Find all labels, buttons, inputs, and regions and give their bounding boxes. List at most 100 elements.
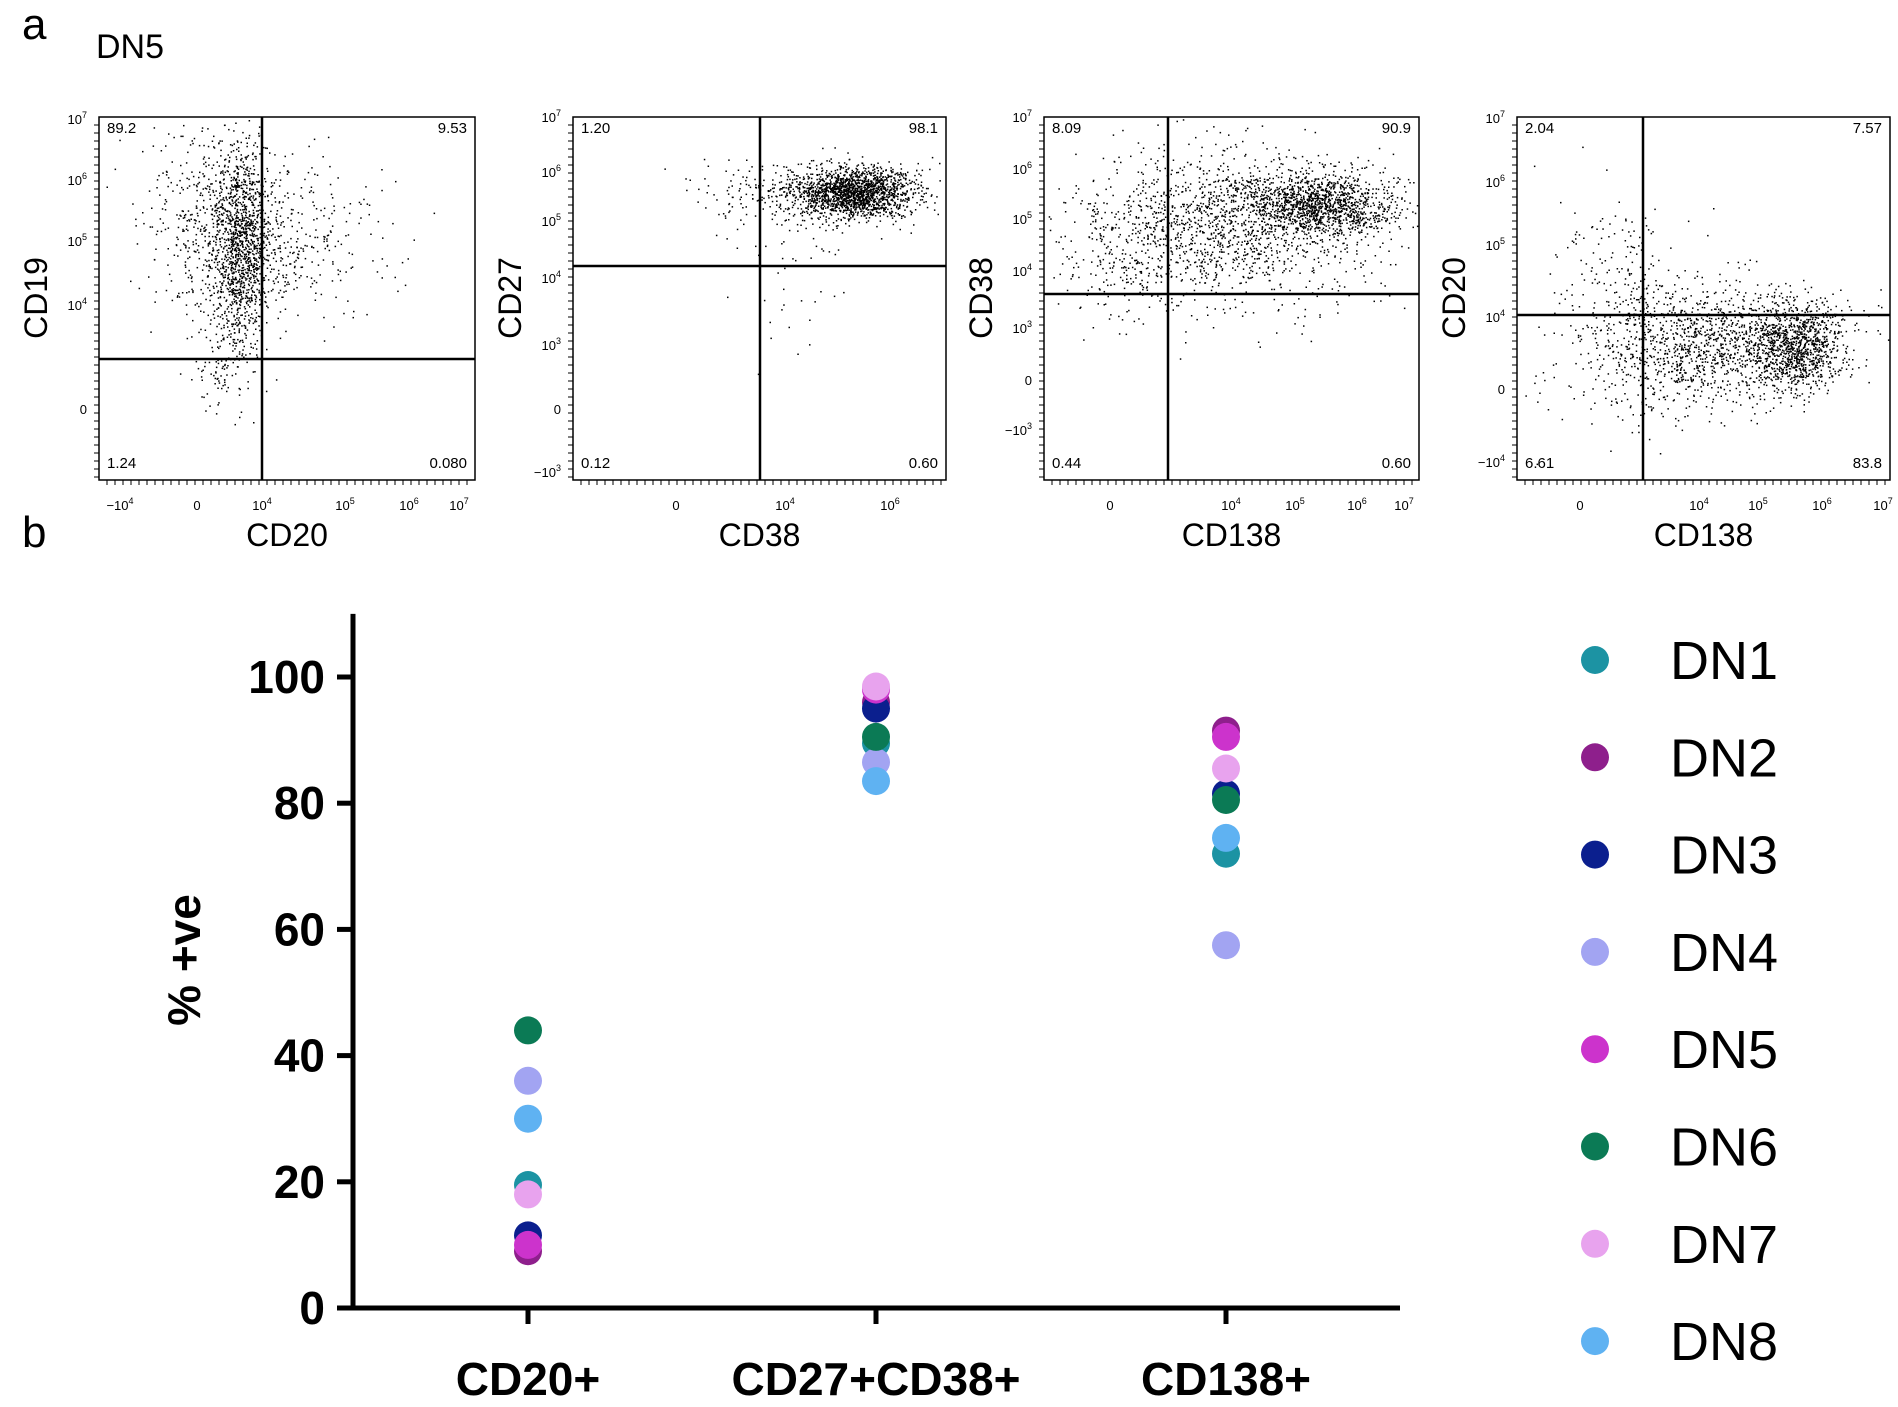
y-tick-label: 100 bbox=[248, 651, 325, 703]
x-tick-label: 105 bbox=[1748, 496, 1767, 513]
y-tick-label: 0 bbox=[554, 402, 561, 417]
quadrant-bottom-right: 0.60 bbox=[1382, 455, 1411, 472]
x-tick-label: 0 bbox=[672, 498, 679, 513]
y-tick-label: 0 bbox=[299, 1282, 325, 1334]
x-tick-label: 104 bbox=[252, 496, 271, 513]
x-tick-label: 106 bbox=[1347, 496, 1366, 513]
data-point-dn8 bbox=[514, 1104, 542, 1133]
legend-label-dn3: DN3 bbox=[1670, 826, 1778, 886]
quadrant-bottom-left: 6.61 bbox=[1525, 455, 1554, 472]
data-point-dn6 bbox=[1212, 786, 1240, 814]
y-tick-label: 104 bbox=[542, 269, 561, 286]
legend-marker-dn3 bbox=[1581, 840, 1609, 869]
panel-b-label: b bbox=[22, 508, 47, 557]
flow-events bbox=[1525, 146, 1890, 466]
x-tick-label: 107 bbox=[449, 496, 468, 513]
legend-label-dn5: DN5 bbox=[1670, 1020, 1778, 1080]
y-axis-label: CD27 bbox=[492, 257, 528, 339]
plot-frame bbox=[1516, 116, 1891, 481]
x-axis-label: CD20 bbox=[246, 517, 328, 553]
x-tick-label: 106 bbox=[1812, 496, 1831, 513]
data-point-dn6 bbox=[862, 722, 890, 751]
data-point-dn5 bbox=[514, 1230, 542, 1259]
y-tick-label: 60 bbox=[274, 903, 325, 955]
y-tick-label: 105 bbox=[68, 232, 87, 249]
y-tick-label: 105 bbox=[1013, 210, 1032, 227]
y-tick-label: 80 bbox=[274, 777, 325, 829]
quadrant-top-left: 89.2 bbox=[107, 120, 136, 137]
y-axis-label: CD20 bbox=[1436, 257, 1472, 339]
legend-label-dn6: DN6 bbox=[1670, 1118, 1778, 1178]
quadrant-top-left: 2.04 bbox=[1525, 120, 1554, 137]
y-axis-label: % +ve bbox=[158, 894, 210, 1026]
legend-marker-dn4 bbox=[1581, 937, 1609, 966]
x-tick-label: 104 bbox=[775, 496, 794, 513]
x-tick-label: 104 bbox=[1689, 496, 1708, 513]
legend-marker-dn2 bbox=[1581, 743, 1609, 772]
flow-plot-1: 89.2 9.53 1.24 0.080 −104 0 104 105 106 107 0 104 10… bbox=[18, 110, 476, 553]
data-point-dn8 bbox=[1212, 823, 1240, 852]
y-tick-label: 103 bbox=[1013, 319, 1032, 336]
y-tick-label: 20 bbox=[274, 1156, 325, 1208]
flow-events bbox=[664, 147, 941, 376]
panel-a-label: a bbox=[22, 0, 47, 49]
data-point-dn6 bbox=[514, 1016, 542, 1045]
y-tick-label: 40 bbox=[274, 1030, 325, 1082]
x-category-label: CD138+ bbox=[1141, 1353, 1311, 1405]
flow-events bbox=[106, 120, 436, 426]
data-point-dn4 bbox=[514, 1066, 542, 1095]
y-tick-label: 0 bbox=[80, 402, 87, 417]
x-tick-label: 104 bbox=[1221, 496, 1240, 513]
flow-events bbox=[1048, 119, 1419, 360]
y-tick-label: 107 bbox=[1486, 109, 1505, 126]
quadrant-top-right: 9.53 bbox=[438, 120, 467, 137]
flow-plot-3: 8.09 90.9 0.44 0.60 0 104 105 106 107 −103 0 103 104… bbox=[963, 108, 1420, 553]
x-axis-label: CD38 bbox=[719, 517, 801, 553]
legend-marker-dn6 bbox=[1581, 1132, 1609, 1161]
x-tick-label: 107 bbox=[1394, 496, 1413, 513]
plot-frame bbox=[1043, 116, 1420, 481]
y-tick-label: 105 bbox=[1486, 236, 1505, 253]
x-axis-label: CD138 bbox=[1182, 517, 1282, 553]
data-point-dn5 bbox=[1212, 722, 1240, 751]
y-tick-label: 0 bbox=[1025, 373, 1032, 388]
population-label: DN5 bbox=[96, 28, 165, 66]
quadrant-top-right: 90.9 bbox=[1382, 120, 1411, 137]
y-axis-label: CD19 bbox=[18, 257, 54, 339]
y-tick-label: 106 bbox=[542, 163, 561, 180]
flow-plot-2: 1.20 98.1 0.12 0.60 0 104 106 −103 0 103 104 105 106… bbox=[492, 108, 947, 553]
x-tick-label: 0 bbox=[193, 498, 200, 513]
y-tick-label: 107 bbox=[68, 110, 87, 127]
quadrant-top-right: 98.1 bbox=[909, 120, 938, 137]
legend-label-dn4: DN4 bbox=[1670, 923, 1778, 983]
legend-marker-dn5 bbox=[1581, 1035, 1609, 1064]
legend-label-dn8: DN8 bbox=[1670, 1312, 1778, 1372]
quadrant-top-left: 1.20 bbox=[581, 120, 610, 137]
data-point-dn4 bbox=[1212, 931, 1240, 960]
y-axis-label: CD38 bbox=[963, 257, 999, 339]
quadrant-top-left: 8.09 bbox=[1052, 120, 1081, 137]
y-tick-label: 0 bbox=[1498, 382, 1505, 397]
x-category-label: CD27+CD38+ bbox=[732, 1353, 1021, 1405]
y-tick-label: 105 bbox=[542, 212, 561, 229]
quadrant-bottom-right: 83.8 bbox=[1853, 455, 1882, 472]
legend-label-dn7: DN7 bbox=[1670, 1215, 1778, 1275]
quadrant-top-right: 7.57 bbox=[1853, 120, 1882, 137]
plot-frame bbox=[98, 116, 476, 481]
x-tick-label: 106 bbox=[399, 496, 418, 513]
y-tick-label: 106 bbox=[1486, 173, 1505, 190]
data-point-dn7 bbox=[514, 1180, 542, 1209]
y-tick-label: 106 bbox=[68, 171, 87, 188]
legend-label-dn2: DN2 bbox=[1670, 728, 1778, 788]
legend-marker-dn7 bbox=[1581, 1229, 1609, 1258]
x-tick-label: 0 bbox=[1576, 498, 1583, 513]
data-point-dn8 bbox=[862, 767, 890, 796]
x-tick-label: 106 bbox=[880, 496, 899, 513]
x-tick-label: 0 bbox=[1106, 498, 1113, 513]
x-tick-label: −104 bbox=[106, 496, 133, 513]
legend-marker-dn1 bbox=[1581, 646, 1609, 674]
y-tick-label: 104 bbox=[68, 296, 87, 313]
flow-plot-4: 2.04 7.57 6.61 83.8 0 104 105 106 107 −104 0 104 105… bbox=[1436, 109, 1893, 553]
quadrant-bottom-left: 1.24 bbox=[107, 455, 136, 472]
